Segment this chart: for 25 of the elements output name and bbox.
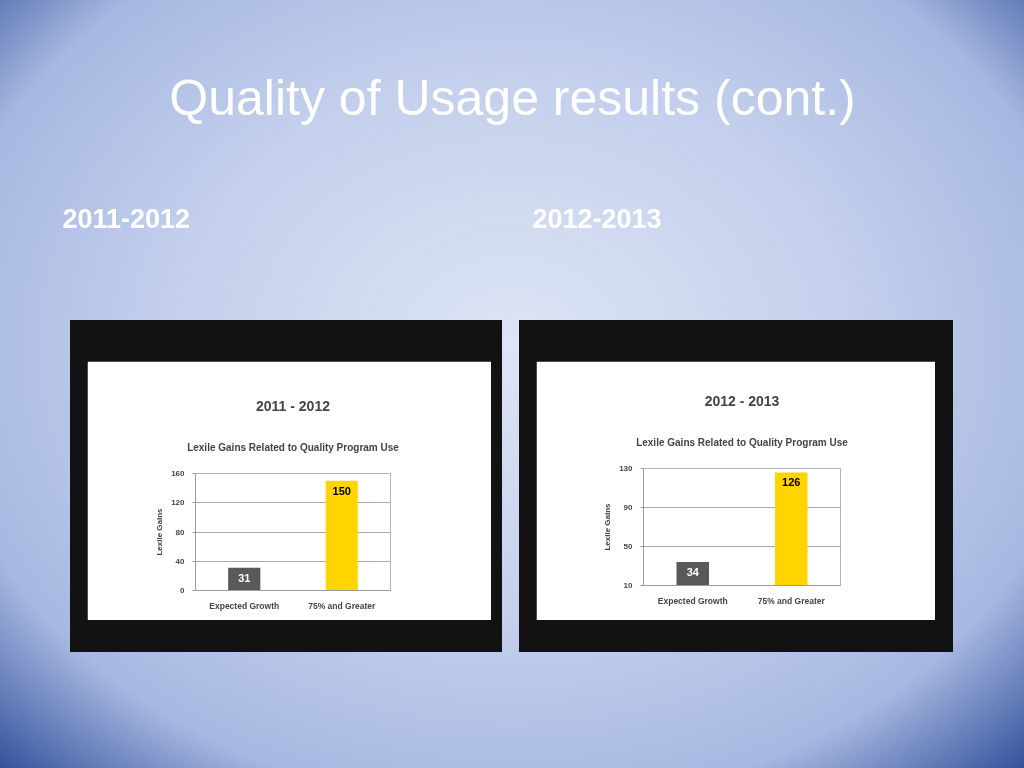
text: 2011-2012 (62, 204, 191, 234)
x-tick-label: Expected Growth (209, 600, 280, 611)
y-axis-title: Lexile Gains (155, 507, 165, 556)
y-tick-label: 160 (171, 469, 186, 478)
y-tick-label: 10 (623, 581, 634, 590)
chart-title: 2011 - 2012 (256, 397, 331, 414)
y-tick-label: 120 (171, 498, 186, 508)
x-tick-label: 75% and Greater (757, 595, 826, 606)
y-tick-label: 90 (623, 503, 634, 512)
x-tick-label: 75% and Greater (308, 600, 376, 611)
data-label: 31 (238, 571, 251, 584)
y-tick-label: 40 (175, 556, 186, 566)
y-tick-label: 130 (619, 464, 634, 473)
data-label: 150 (332, 484, 351, 497)
x-tick-label: Expected Growth (657, 595, 728, 606)
y-tick-label: 50 (623, 542, 634, 551)
chart-subtitle: Lexile Gains Related to Quality Program Use (187, 441, 400, 453)
data-label: 34 (686, 566, 700, 579)
chart-subtitle: Lexile Gains Related to Quality Program Use (636, 436, 849, 448)
data-label: 126 (782, 476, 801, 489)
text: Quality of Usage results (cont.) (169, 69, 856, 126)
y-tick-label: 0 (180, 586, 186, 595)
y-tick-label: 80 (175, 527, 186, 537)
chart-title: 2012 - 2013 (704, 392, 780, 409)
y-axis-title: Lexile Gains (603, 502, 613, 551)
